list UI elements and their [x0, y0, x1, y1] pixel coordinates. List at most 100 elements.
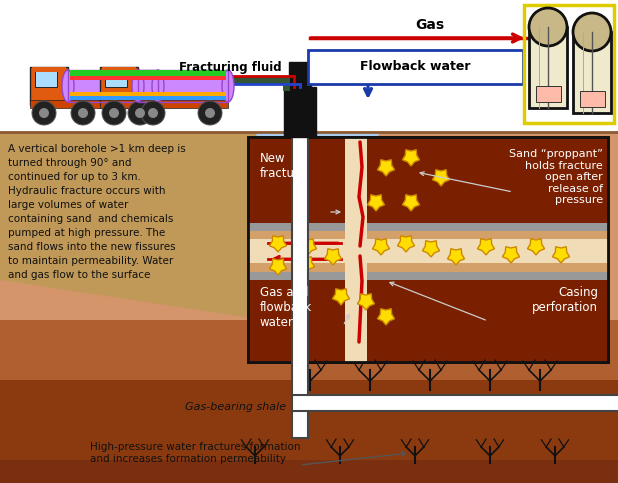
Text: Gas and
flowback
water: Gas and flowback water [260, 286, 312, 329]
Text: Fracturing fluid: Fracturing fluid [179, 61, 281, 74]
Polygon shape [447, 249, 465, 265]
Circle shape [135, 108, 145, 118]
Bar [352, 197, 360, 203]
Text: Gas-bearing shale: Gas-bearing shale [185, 402, 286, 412]
Polygon shape [402, 150, 420, 166]
Bar [248, 223, 608, 231]
Bar [248, 272, 608, 280]
Ellipse shape [529, 8, 567, 46]
Bar [138, 70, 228, 102]
Bar [248, 137, 608, 362]
Polygon shape [373, 239, 389, 255]
Bar [350, 177, 363, 183]
Ellipse shape [222, 70, 234, 102]
Polygon shape [269, 259, 287, 275]
Bar [354, 222, 358, 228]
Bar [100, 67, 138, 105]
Circle shape [102, 101, 126, 125]
Bar [248, 276, 608, 362]
Bar [350, 182, 362, 188]
Bar [573, 32, 611, 113]
Bar [0, 132, 618, 320]
Bar [0, 460, 618, 483]
Bar [349, 172, 363, 178]
Bar [346, 147, 366, 153]
Bar [580, 91, 605, 107]
Text: High-pressure water fractures formation
and increases formation permeability: High-pressure water fractures formation … [90, 442, 300, 464]
Circle shape [109, 108, 119, 118]
Bar [35, 71, 57, 87]
Bar [68, 70, 158, 102]
Bar [68, 70, 158, 102]
Bar [308, 50, 523, 84]
Polygon shape [423, 241, 439, 257]
Polygon shape [368, 195, 384, 211]
Polygon shape [324, 249, 342, 265]
Bar [345, 137, 367, 143]
Bar [248, 227, 608, 276]
Polygon shape [433, 170, 449, 186]
Bar [347, 152, 366, 158]
Bar [140, 76, 226, 80]
Bar [140, 70, 226, 76]
Polygon shape [478, 239, 494, 255]
Bar [353, 202, 360, 208]
Bar [353, 207, 359, 213]
Bar [354, 212, 358, 218]
Ellipse shape [132, 70, 144, 102]
Bar [524, 5, 614, 123]
Bar [354, 217, 358, 223]
Polygon shape [552, 247, 570, 263]
Bar [0, 380, 618, 460]
Circle shape [205, 108, 215, 118]
Bar [30, 100, 158, 108]
Circle shape [148, 108, 158, 118]
Circle shape [128, 101, 152, 125]
Circle shape [71, 101, 95, 125]
Text: Casing
perforation: Casing perforation [532, 286, 598, 314]
Bar [348, 162, 364, 168]
Bar [345, 251, 367, 362]
Text: New
fracture: New fracture [260, 152, 307, 180]
Ellipse shape [62, 70, 74, 102]
Bar [529, 27, 567, 108]
Polygon shape [527, 239, 544, 255]
Circle shape [32, 101, 56, 125]
Polygon shape [332, 289, 350, 305]
Circle shape [78, 108, 88, 118]
Bar [352, 192, 361, 198]
Polygon shape [378, 160, 394, 176]
Bar [284, 87, 316, 137]
Polygon shape [300, 239, 316, 255]
Bar [346, 142, 367, 148]
Text: Sand “proppant”
holds fracture
open after
release of
pressure: Sand “proppant” holds fracture open afte… [509, 149, 603, 205]
Bar [292, 123, 308, 438]
Polygon shape [402, 195, 420, 211]
Polygon shape [378, 309, 394, 325]
Bar [248, 239, 608, 263]
Polygon shape [397, 236, 415, 252]
Bar [140, 92, 226, 96]
Bar [100, 100, 228, 108]
Bar [30, 67, 68, 105]
Bar [351, 187, 361, 193]
Bar [248, 137, 608, 227]
Bar [289, 62, 311, 92]
Bar [292, 395, 618, 411]
Bar [349, 167, 364, 173]
Text: A vertical borehole >1 km deep is
turned through 90° and
continued for up to 3 k: A vertical borehole >1 km deep is turned… [8, 144, 186, 280]
Polygon shape [0, 132, 295, 320]
Bar [32, 67, 66, 72]
Ellipse shape [152, 70, 164, 102]
Bar [0, 0, 618, 132]
Polygon shape [255, 132, 380, 177]
Text: Flowback water: Flowback water [360, 60, 470, 73]
Polygon shape [297, 257, 315, 273]
Bar [105, 71, 127, 87]
Bar [248, 137, 608, 362]
Polygon shape [357, 294, 375, 310]
Polygon shape [502, 247, 520, 263]
Bar [140, 96, 226, 100]
Circle shape [141, 101, 165, 125]
Bar [0, 320, 618, 380]
